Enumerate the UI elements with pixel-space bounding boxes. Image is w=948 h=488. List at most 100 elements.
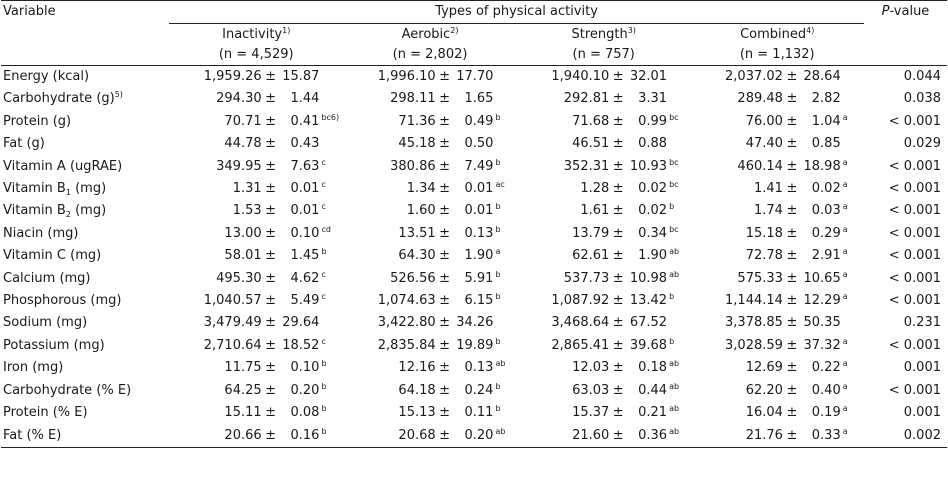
mean-value: 20.66 [169, 424, 264, 448]
table-row: Fat (g) 44.78 ±0.43 45.18 ±0.50 46.51 ±0.88 47.… [1, 133, 947, 155]
significance-cell: a [843, 178, 864, 200]
significance-cell: c [321, 335, 343, 357]
row-label-text: Sodium (mg) [3, 315, 88, 331]
significance-cell: cd [321, 223, 343, 245]
standard-error-value: 0.29 [811, 225, 841, 241]
mean-value: 1.60 [406, 203, 436, 219]
plus-minus-sign: ± [265, 158, 277, 174]
standard-error-value: 0.22 [811, 360, 841, 376]
plus-minus-sign: ± [439, 69, 451, 84]
plus-minus-sign: ± [786, 181, 798, 197]
plus-minus-sign: ± [265, 360, 277, 376]
plus-minus-sign: ± [786, 315, 798, 331]
standard-error-value: 0.02 [638, 203, 668, 219]
significance-cell: a [843, 402, 864, 424]
plus-minus-sign: ± [612, 405, 624, 421]
standard-error-value: 37.32 [803, 337, 841, 353]
standard-error-value: 0.13 [464, 360, 494, 376]
significance-cell: b [321, 424, 344, 448]
standard-error-value: 29.64 [282, 315, 320, 331]
table-row: Calcium (mg) 495.30 ±4.62 c 526.56 ±5.91 b 537.… [1, 268, 947, 290]
table-body: Energy (kcal) 1,959.26 ±15.87 1,996.10 ±17.7… [1, 66, 947, 448]
plus-minus-sign: ± [439, 136, 451, 152]
mean-value: 63.03 [572, 382, 610, 398]
column-footnote: 3) [627, 26, 636, 35]
mean-value: 1.61 [580, 203, 610, 219]
plus-minus-sign: ± [611, 424, 626, 448]
mean-value: 13.00 [224, 225, 262, 241]
significance-cell: b [669, 200, 690, 222]
plus-minus-sign: ± [612, 91, 624, 107]
table-row: Carbohydrate (% E) 64.25 ±0.20 b 64.18 ±0.24 b… [1, 380, 947, 402]
standard-error-value: 10.93 [629, 158, 668, 174]
plus-minus-sign: ± [439, 405, 451, 421]
standard-error-value: 0.10 [290, 360, 320, 376]
significance-cell: ab [669, 380, 690, 402]
plus-minus-sign: ± [786, 136, 798, 152]
significance-cell: b [495, 200, 516, 222]
significance-cell: b [321, 357, 343, 379]
significance-letter: bc [669, 224, 679, 234]
significance-cell: ab [495, 424, 517, 448]
plus-minus-sign: ± [786, 91, 798, 107]
significance-letter: a [842, 404, 848, 414]
p-value: < 0.001 [888, 158, 941, 174]
mean-value: 1.34 [406, 181, 436, 197]
mean-value: 64.30 [398, 248, 436, 264]
column-footnote: 2) [450, 26, 459, 35]
standard-error-value: 5.49 [290, 293, 320, 309]
p-value: 0.044 [903, 69, 941, 84]
significance-letter: b [495, 336, 501, 346]
row-label: Carbohydrate (% E) [1, 380, 169, 402]
plus-minus-sign: ± [439, 113, 451, 129]
significance-letter: ab [669, 404, 680, 414]
significance-letter: c [321, 336, 326, 346]
mean-value: 537.73 [563, 270, 610, 286]
standard-error-value: 12.29 [803, 293, 841, 309]
significance-cell: c [321, 156, 343, 178]
column-name: Aerobic [401, 27, 451, 42]
significance-cell: a [843, 156, 864, 178]
standard-error-value: 1.65 [464, 91, 494, 107]
standard-error-value: 0.36 [625, 424, 670, 448]
row-label-text: Protein (% E) [3, 405, 88, 421]
p-value-header-rest: -value [889, 4, 930, 19]
significance-cell [843, 312, 864, 334]
standard-error-value: 13.42 [629, 293, 668, 309]
mean-value: 15.18 [745, 225, 783, 241]
p-value: 0.001 [903, 405, 941, 421]
column-header-name: Inactivity1) [169, 24, 343, 46]
plus-minus-sign: ± [265, 270, 277, 286]
plus-minus-sign: ± [612, 337, 624, 353]
plus-minus-sign: ± [786, 337, 798, 353]
standard-error-value: 18.52 [282, 337, 320, 353]
row-label-text: Niacin (mg) [3, 225, 79, 241]
significance-cell: c [321, 178, 343, 200]
p-value: < 0.001 [888, 248, 941, 264]
plus-minus-sign: ± [439, 225, 451, 241]
table-row: Vitamin B2 (mg) 1.53 ±0.01 c 1.60 ±0.01 b 1.61 ±… [1, 200, 947, 222]
significance-cell: a [842, 424, 864, 448]
mean-value: 526.56 [390, 270, 436, 286]
table-row: Vitamin C (mg) 58.01 ±1.45 b 64.30 ±1.90 a 62.6… [1, 245, 947, 267]
significance-cell: ab [669, 402, 690, 424]
mean-value: 71.68 [572, 113, 610, 129]
significance-cell: ab [495, 357, 516, 379]
significance-letter: bc [669, 112, 679, 122]
p-value-header: P-value [863, 0, 947, 66]
standard-error-value: 4.62 [290, 270, 320, 286]
column-footnote: 1) [282, 26, 291, 35]
significance-letter: b [495, 269, 501, 279]
mean-value: 1.28 [580, 181, 610, 197]
row-label-footnote: 5) [114, 90, 123, 100]
significance-letter: a [842, 426, 848, 436]
table-row: Sodium (mg) 3,479.49 ±29.64 3,422.80 ±34.26 3… [1, 312, 947, 334]
significance-letter: b [321, 359, 327, 369]
significance-cell: b [669, 335, 690, 357]
significance-letter: c [321, 202, 326, 212]
significance-cell [843, 88, 864, 110]
significance-cell: b [321, 245, 343, 267]
row-label-text: Calcium (mg) [3, 270, 91, 286]
plus-minus-sign: ± [265, 113, 277, 129]
standard-error-value: 2.91 [811, 248, 841, 264]
